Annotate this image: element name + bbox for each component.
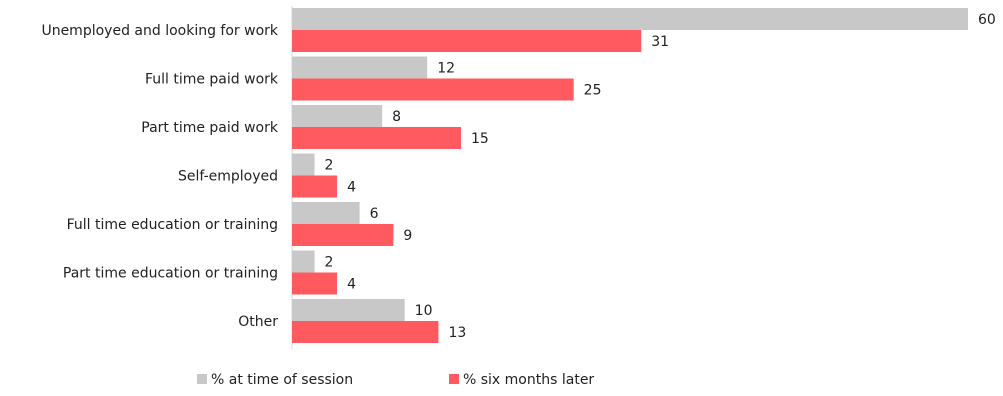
bar xyxy=(292,30,642,52)
bar xyxy=(292,224,394,246)
bar xyxy=(292,250,315,273)
data-label: 25 xyxy=(584,83,602,99)
legend-label: % six months later xyxy=(463,372,594,388)
category-label: Other xyxy=(238,314,278,330)
bar xyxy=(292,127,461,149)
data-label: 8 xyxy=(392,109,401,125)
bar xyxy=(292,175,338,198)
data-label: 12 xyxy=(437,61,455,77)
category-label: Part time education or training xyxy=(63,266,278,282)
legend-label: % at time of session xyxy=(211,372,353,388)
category-label: Part time paid work xyxy=(141,120,279,136)
category-label: Full time education or training xyxy=(67,217,278,233)
bar xyxy=(292,321,439,343)
data-label: 13 xyxy=(448,325,466,341)
category-label: Full time paid work xyxy=(145,72,279,88)
bar xyxy=(292,8,968,30)
category-label: Self-employed xyxy=(178,169,278,185)
bar xyxy=(292,299,405,321)
legend-swatch xyxy=(449,374,459,384)
data-label: 10 xyxy=(415,303,433,319)
data-label: 6 xyxy=(370,206,379,222)
legend-swatch xyxy=(197,374,207,384)
data-label: 2 xyxy=(325,158,334,174)
category-label: Unemployed and looking for work xyxy=(41,23,278,39)
data-label: 4 xyxy=(347,180,356,196)
bar xyxy=(292,202,360,224)
legend: % at time of session % six months later xyxy=(197,372,594,388)
data-label: 15 xyxy=(471,131,489,147)
data-label: 4 xyxy=(347,277,356,293)
bars-layer xyxy=(292,8,968,343)
bar xyxy=(292,272,338,295)
labels-layer: Unemployed and looking for work 60 31 Full … xyxy=(41,12,995,341)
bar xyxy=(292,56,428,79)
bar xyxy=(292,78,574,101)
data-label: 9 xyxy=(403,228,412,244)
data-label: 31 xyxy=(651,34,669,50)
bar xyxy=(292,153,315,176)
data-label: 60 xyxy=(978,12,996,28)
bar xyxy=(292,105,383,127)
data-label: 2 xyxy=(325,255,334,271)
